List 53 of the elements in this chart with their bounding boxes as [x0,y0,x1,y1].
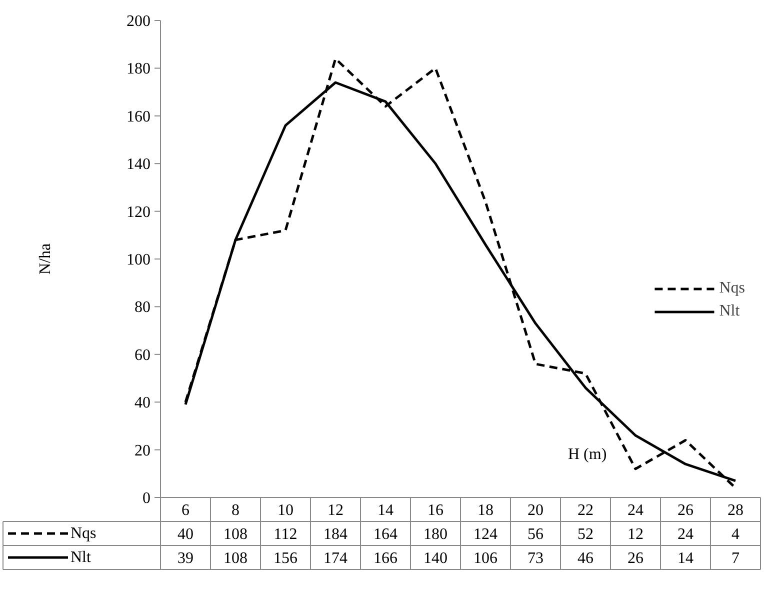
data-label: 39 [178,550,194,567]
data-label: 166 [374,550,398,567]
data-label: 24 [678,526,694,543]
x-tick-label: 12 [328,502,344,519]
x-tick-label: 20 [528,502,544,519]
y-tick-label: 140 [126,156,150,174]
data-label: 106 [474,550,498,567]
y-tick-label: 180 [126,60,150,78]
y-tick-label: 40 [134,394,150,412]
data-label: 124 [474,526,498,543]
y-tick-label: 100 [126,252,150,268]
x-tick-label: 28 [728,502,744,519]
y-tick-label: 200 [126,13,150,30]
data-label: 180 [424,526,448,543]
data-label: 112 [274,526,298,543]
x-tick-label: 26 [678,502,694,519]
data-label: 56 [528,526,544,543]
x-tick-label: 6 [182,502,190,519]
x-tick-label: 8 [232,502,240,519]
data-label: 184 [324,526,348,543]
text: Nqs [70,525,96,542]
y-tick-label: 80 [134,299,150,316]
x-axis-title: H (m) [568,446,607,464]
data-label: 7 [732,550,740,567]
y-axis-title: N/ha [37,243,54,275]
x-tick-label: 22 [578,502,594,519]
y-tick-label: 20 [134,442,150,460]
text: Nlt [70,549,91,566]
legend-label: Nqs [719,280,745,298]
data-label: 108 [224,526,248,543]
x-tick-label: 24 [628,502,644,519]
x-tick-label: 14 [378,502,394,519]
y-tick-label: 0 [142,490,150,507]
y-tick-label: 160 [126,108,150,126]
y-tick-label: 60 [134,346,150,364]
x-tick-label: 10 [278,502,294,519]
y-tick-label: 120 [126,204,150,221]
data-label: 108 [224,550,248,567]
legend-label: Nlt [719,302,740,320]
data-label: 156 [274,550,298,567]
data-label: 174 [324,550,348,567]
data-label: 52 [578,526,594,543]
data-label: 46 [578,550,594,567]
data-label: 26 [628,550,644,567]
x-tick-label: 16 [428,502,444,519]
data-label: 40 [178,526,194,543]
data-label: 4 [732,526,740,543]
data-label: 164 [374,526,398,543]
data-label: 140 [424,550,448,567]
data-label: 73 [528,550,544,567]
data-label: 14 [678,550,694,567]
data-label: 12 [628,526,644,543]
x-tick-label: 18 [478,502,494,519]
